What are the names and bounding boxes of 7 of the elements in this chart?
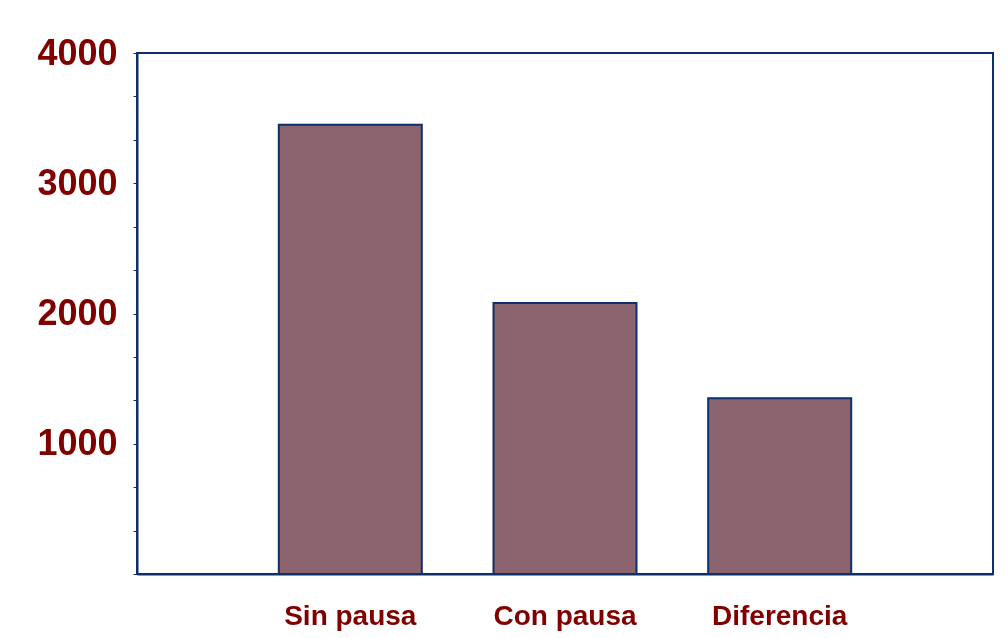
x-tick-label: Con pausa (493, 599, 637, 631)
x-tick-label: Diferencia (711, 599, 848, 631)
y-tick-label: 3000 (37, 161, 118, 203)
x-tick-label: Sin pausa (284, 599, 417, 631)
y-tick-label: 2000 (37, 292, 118, 333)
y-tick-label: 4000 (37, 31, 118, 73)
y-tick-label: 1000 (37, 422, 118, 464)
